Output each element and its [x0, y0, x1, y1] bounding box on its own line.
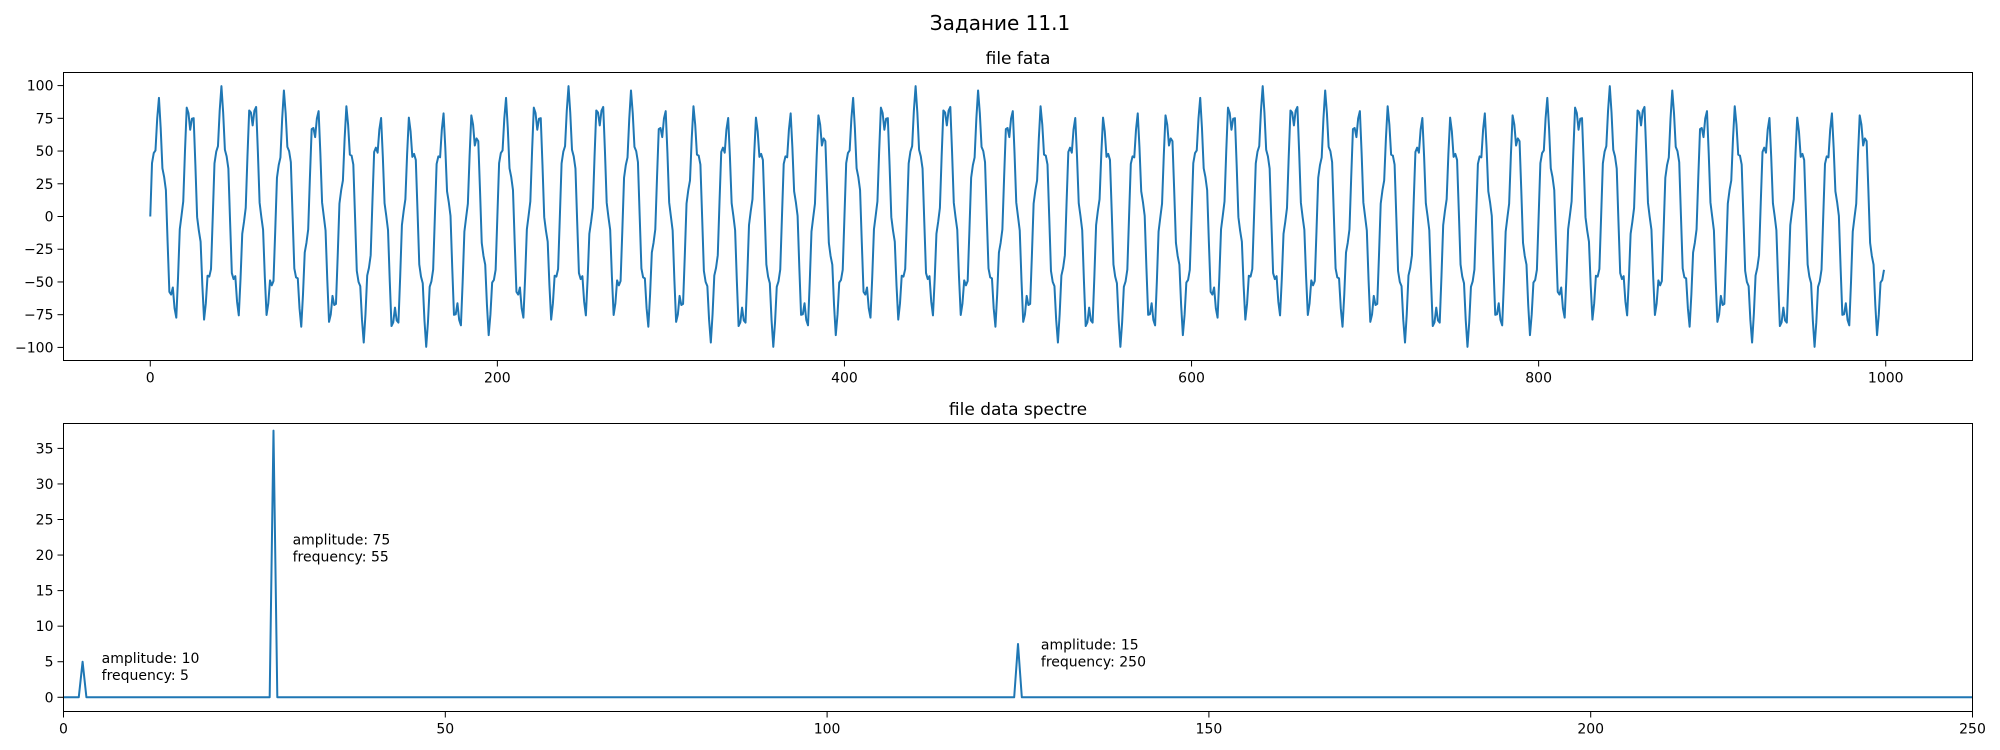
annotation-amplitude-text: amplitude: 15: [1041, 638, 1139, 654]
signal-x-tick-label: 800: [1525, 371, 1552, 387]
spectrum-x-tick-label: 150: [1196, 722, 1223, 738]
spectrum-y-tick-label: 0: [45, 690, 54, 706]
spectrum-y-tick-label: 5: [45, 655, 54, 671]
signal-y-tick-label: 100: [27, 79, 54, 95]
signal-axes: file fata 0 200 400 600 800 1000 −100−75−50−2…: [15, 49, 1973, 387]
signal-y-tick-label: 50: [36, 144, 54, 160]
spectrum-axes: file data spectre 0 50 100 150 200 250 0 5 10 15…: [36, 400, 1986, 738]
spectrum-x-tick-label: 0: [59, 722, 68, 738]
spectrum-annotation-3: amplitude: 15 frequency: 250: [1041, 638, 1146, 671]
spectrum-x-ticks: 0 50 100 150 200 250: [59, 711, 1986, 738]
signal-y-tick-label: 75: [36, 111, 54, 127]
spectrum-y-tick-label: 25: [36, 513, 54, 529]
spectrum-y-ticks: 0 5 10 15 20 25 30 35: [36, 441, 64, 706]
spectrum-y-tick-label: 35: [36, 441, 54, 457]
annotation-amplitude-text: amplitude: 75: [293, 532, 391, 548]
annotation-frequency-text: frequency: 5: [102, 668, 189, 684]
figure-suptitle: Задание 11.1: [930, 11, 1070, 35]
signal-series-line: [149, 85, 1885, 348]
annotation-amplitude-text: amplitude: 10: [102, 651, 200, 667]
spectrum-x-tick-label: 200: [1577, 722, 1604, 738]
annotation-frequency-text: frequency: 55: [293, 549, 389, 565]
signal-x-tick-label: 400: [831, 371, 858, 387]
spectrum-x-tick-label: 250: [1959, 722, 1986, 738]
spectrum-series-line: [63, 429, 1973, 699]
spectrum-y-tick-label: 15: [36, 584, 54, 600]
spectrum-annotation-1: amplitude: 10 frequency: 5: [102, 651, 200, 684]
signal-x-ticks: 0 200 400 600 800 1000: [146, 360, 1904, 387]
signal-y-tick-label: −100: [15, 340, 53, 356]
signal-y-tick-label: −50: [24, 275, 54, 291]
spectrum-y-tick-label: 20: [36, 548, 54, 564]
signal-axes-title: file fata: [986, 49, 1051, 69]
signal-series-group: [149, 85, 1885, 348]
spectrum-axes-title: file data spectre: [949, 400, 1087, 420]
spectrum-axes-frame: [63, 423, 1973, 712]
annotation-frequency-text: frequency: 250: [1041, 655, 1146, 671]
signal-x-tick-label: 0: [146, 371, 155, 387]
spectrum-y-tick-label: 10: [36, 619, 54, 635]
signal-y-tick-label: 25: [36, 177, 54, 193]
spectrum-x-tick-label: 100: [814, 722, 841, 738]
signal-y-tick-label: −25: [24, 242, 54, 258]
signal-y-tick-label: −75: [24, 308, 54, 324]
signal-x-tick-label: 200: [484, 371, 511, 387]
spectrum-series-group: [63, 429, 1973, 699]
signal-y-ticks: −100 −75 −50 −25 0 25 50 75 100: [15, 79, 64, 356]
spectrum-annotation-2: amplitude: 75 frequency: 55: [293, 532, 391, 565]
signal-x-tick-label: 1000: [1868, 371, 1904, 387]
signal-y-tick-label: 0: [45, 210, 54, 226]
spectrum-y-tick-label: 30: [36, 477, 54, 493]
spectrum-x-tick-label: 50: [436, 722, 454, 738]
signal-x-tick-label: 600: [1178, 371, 1205, 387]
